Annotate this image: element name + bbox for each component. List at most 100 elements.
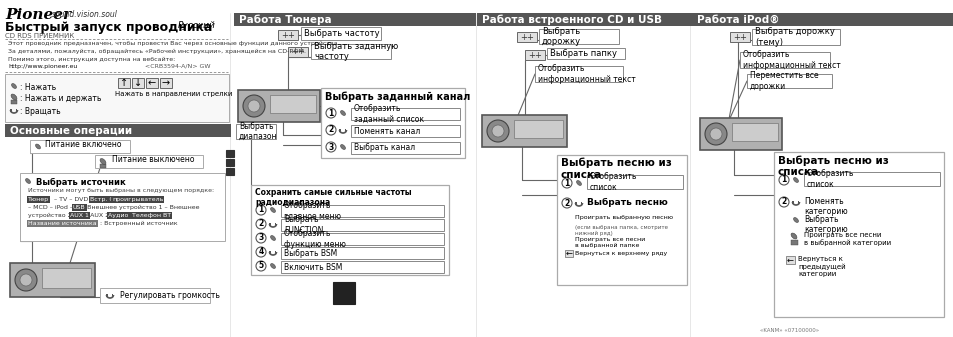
- Text: Работа Тюнера: Работа Тюнера: [239, 14, 332, 25]
- Bar: [731, 123, 778, 141]
- Text: Отобразить
заданный список: Отобразить заданный список: [354, 104, 424, 124]
- Ellipse shape: [35, 144, 40, 149]
- Ellipse shape: [26, 179, 30, 183]
- Text: Проиграть выбранную песню: Проиграть выбранную песню: [575, 215, 672, 220]
- Text: Выбрать заданную
частоту: Выбрать заданную частоту: [314, 42, 397, 61]
- Text: : Нажать: : Нажать: [20, 83, 56, 92]
- Text: ↑: ↑: [120, 78, 128, 88]
- Text: Нажать в направлении стрелки: Нажать в направлении стрелки: [115, 91, 233, 97]
- Circle shape: [255, 261, 266, 271]
- Bar: [797, 201, 799, 204]
- Text: Русский: Русский: [178, 21, 215, 30]
- Bar: [333, 282, 355, 304]
- Circle shape: [20, 274, 32, 286]
- Text: +: +: [527, 51, 535, 60]
- Text: Отобразить
функцию меню: Отобразить функцию меню: [284, 229, 346, 249]
- Text: Поменять
категорию: Поменять категорию: [803, 197, 846, 216]
- Text: Выбрать BSM: Выбрать BSM: [284, 248, 337, 257]
- Bar: [564, 250, 573, 257]
- Ellipse shape: [100, 158, 106, 164]
- Ellipse shape: [793, 218, 798, 222]
- Bar: [557, 155, 686, 285]
- Bar: [274, 223, 276, 225]
- Bar: [30, 140, 130, 153]
- Text: Pioneer: Pioneer: [5, 8, 71, 22]
- Text: – Внешнее устройство 1 – Внешнее: – Внешнее устройство 1 – Внешнее: [82, 205, 199, 210]
- Bar: [281, 233, 443, 245]
- Ellipse shape: [271, 236, 275, 241]
- Text: 1: 1: [258, 206, 263, 214]
- Text: 3: 3: [258, 234, 263, 243]
- Bar: [320, 88, 464, 158]
- Text: Выбрать песню из
списка: Выбрать песню из списка: [560, 158, 671, 180]
- Text: Выбрать
дорожку: Выбрать дорожку: [541, 27, 580, 46]
- Text: Источники могут быть выбраны в следующем порядке:: Источники могут быть выбраны в следующем…: [28, 188, 213, 193]
- Text: За деталями, пожалуйста, обращайтесь «Рабочей инструкции», хранящейся на CD-ROM.: За деталями, пожалуйста, обращайтесь «Ра…: [8, 49, 306, 54]
- Circle shape: [248, 100, 260, 112]
- Text: ↓: ↓: [133, 78, 142, 88]
- Text: 1: 1: [564, 179, 569, 187]
- Text: Проиграть все песни
в выбранной категории: Проиграть все песни в выбранной категори…: [803, 232, 890, 246]
- Text: : Встроенный источник: : Встроенный источник: [100, 221, 177, 226]
- Bar: [233, 13, 476, 26]
- Text: Выбрать папку: Выбрать папку: [550, 49, 617, 58]
- Bar: [538, 29, 618, 44]
- Text: Выбрать источник: Выбрать источник: [36, 178, 126, 187]
- Text: 5: 5: [258, 262, 263, 271]
- Text: Этот проводник предназначен, чтобы провести Вас через основные функции данного у: Этот проводник предназначен, чтобы прове…: [8, 41, 339, 46]
- Bar: [112, 294, 113, 297]
- Text: +: +: [281, 31, 288, 39]
- Text: Включить BSM: Включить BSM: [284, 263, 342, 272]
- Bar: [281, 261, 443, 273]
- Text: Питание включено: Питание включено: [45, 140, 121, 149]
- Text: Выбрать
диапазон: Выбрать диапазон: [239, 122, 277, 141]
- Bar: [481, 115, 566, 147]
- Bar: [580, 202, 582, 205]
- Text: Аудио BT: Аудио BT: [108, 213, 138, 218]
- Bar: [517, 32, 537, 42]
- Text: USB: USB: [73, 205, 86, 210]
- Bar: [344, 129, 346, 131]
- Text: +: +: [525, 32, 533, 41]
- Circle shape: [326, 142, 335, 152]
- Ellipse shape: [340, 111, 345, 116]
- Bar: [132, 78, 144, 88]
- Circle shape: [486, 120, 509, 142]
- Text: устройство 2 –: устройство 2 –: [28, 213, 76, 218]
- Bar: [100, 164, 106, 168]
- Bar: [691, 13, 953, 26]
- Bar: [226, 159, 233, 166]
- Bar: [351, 125, 459, 137]
- Text: Выбрать дорожку
(тему): Выбрать дорожку (тему): [754, 27, 834, 47]
- Text: <CRB3594-A/N> GW: <CRB3594-A/N> GW: [145, 64, 211, 69]
- Bar: [281, 205, 443, 217]
- Text: Встр. CD: Встр. CD: [90, 197, 118, 202]
- Text: Основные операции: Основные операции: [10, 125, 132, 135]
- Bar: [274, 251, 276, 253]
- Circle shape: [255, 219, 266, 229]
- Ellipse shape: [11, 94, 17, 100]
- Text: 2: 2: [258, 219, 263, 228]
- Bar: [235, 124, 275, 139]
- Text: Переместить все
дорожки: Переместить все дорожки: [749, 71, 818, 91]
- Text: Вернуться к верхнему ряду: Вернуться к верхнему ряду: [575, 251, 666, 256]
- Text: ←: ←: [565, 249, 572, 258]
- Bar: [281, 219, 443, 231]
- Text: Работа iPod®: Работа iPod®: [697, 14, 779, 25]
- Text: Выбрать песню: Выбрать песню: [586, 198, 667, 207]
- Bar: [95, 155, 203, 168]
- Text: Выбрать заданный канал: Выбрать заданный канал: [325, 91, 470, 101]
- Text: Регулировать громкость: Регулировать громкость: [120, 291, 219, 300]
- Bar: [301, 27, 380, 40]
- Text: ←: ←: [786, 255, 793, 265]
- Text: Помимо этого, инструкция доступна на вебсайте:: Помимо этого, инструкция доступна на веб…: [8, 57, 175, 62]
- Bar: [351, 142, 459, 154]
- Text: 1: 1: [328, 109, 334, 118]
- Ellipse shape: [790, 233, 796, 239]
- Bar: [226, 150, 233, 157]
- Text: Поменять канал: Поменять канал: [354, 126, 420, 135]
- Text: Выбрать песню из
списка: Выбрать песню из списка: [778, 155, 888, 177]
- Circle shape: [255, 247, 266, 257]
- Text: sound.vision.soul: sound.vision.soul: [52, 10, 118, 19]
- Bar: [10, 109, 12, 112]
